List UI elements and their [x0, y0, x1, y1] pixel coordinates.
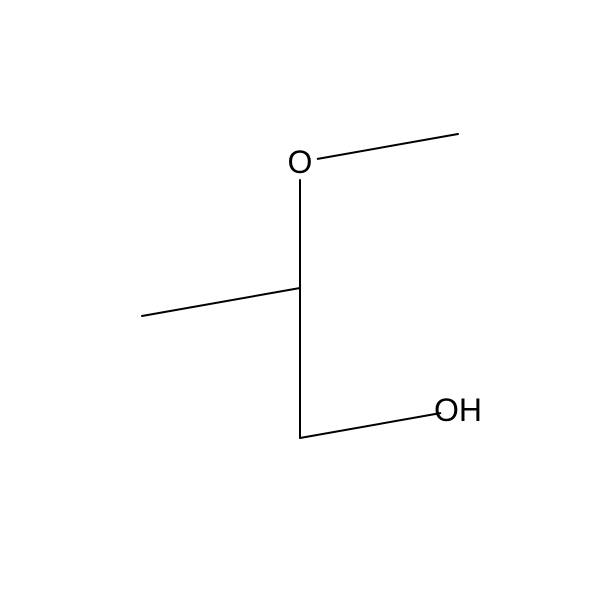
atom-label-bottom_OH: OH: [434, 392, 482, 428]
bond: [142, 288, 300, 316]
bond: [318, 134, 458, 159]
atom-label-top_O: O: [288, 144, 313, 180]
molecule-diagram: O OH: [0, 0, 600, 600]
bond: [300, 413, 440, 438]
